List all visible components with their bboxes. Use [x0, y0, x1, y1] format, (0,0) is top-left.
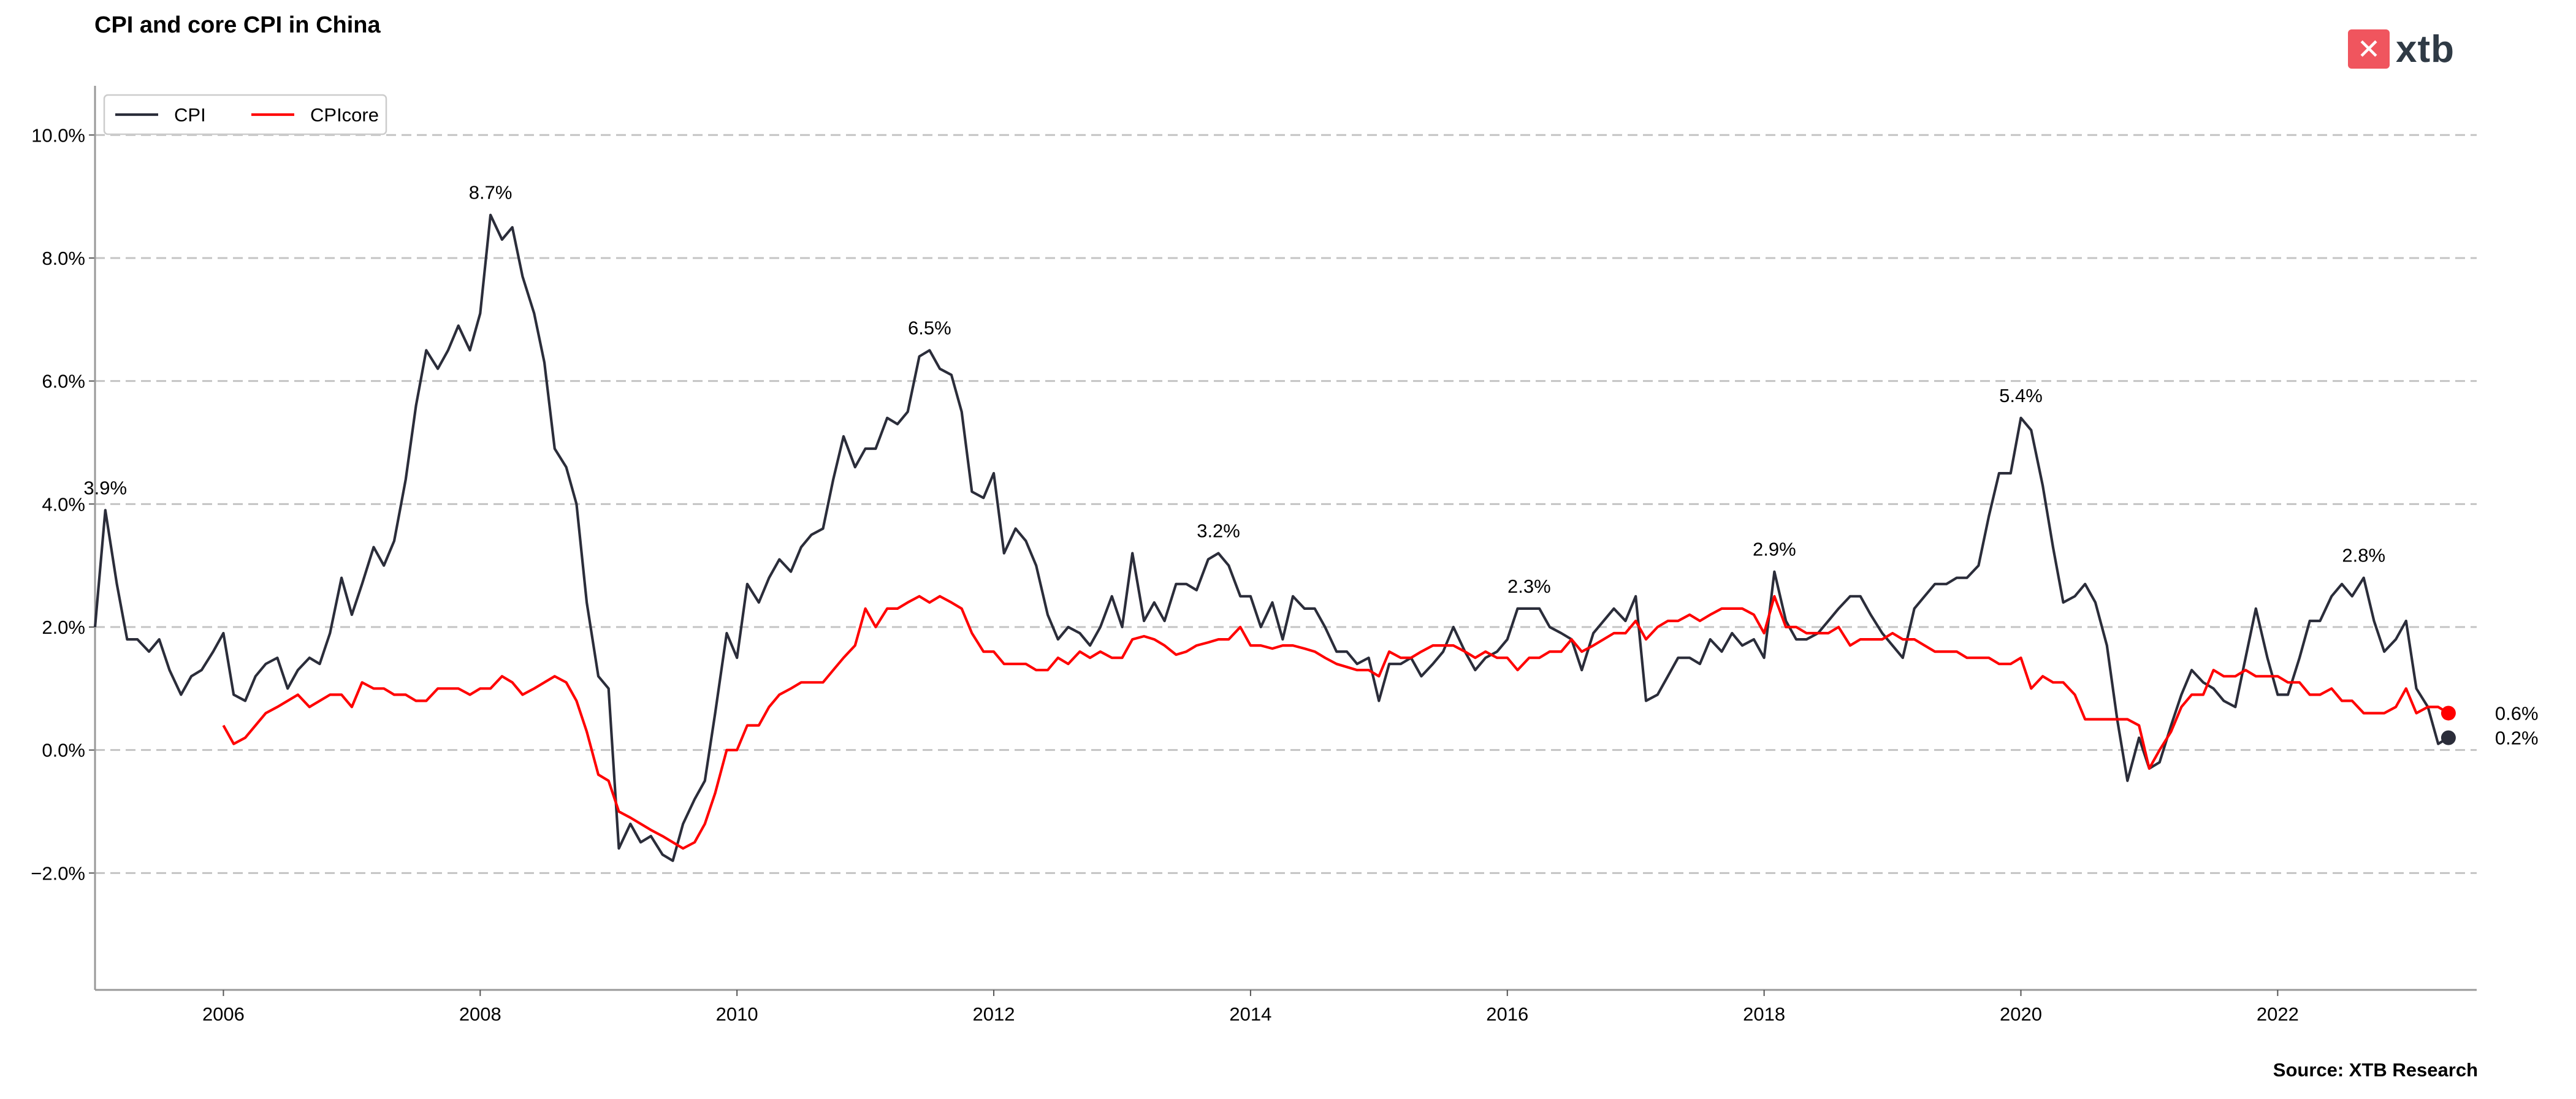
series-lines [93, 213, 2449, 862]
end-value-label: 0.2% [2495, 728, 2539, 749]
peak-annotation-label: 2.9% [1753, 539, 1796, 560]
grid-lines [95, 134, 2477, 874]
x-tick-label: 2016 [1486, 1003, 1528, 1025]
y-tick-label: 10.0% [31, 124, 85, 146]
xtb-logo-mark-icon: ✕ [2348, 29, 2390, 69]
x-tick-label: 2014 [1229, 1003, 1271, 1025]
end-marker-cpicore [2441, 705, 2456, 721]
source-note: Source: XTB Research [2273, 1059, 2478, 1081]
peak-annotation-label: 6.5% [908, 317, 951, 338]
x-tick-label: 2008 [459, 1003, 501, 1025]
x-tick-label: 2018 [1743, 1003, 1785, 1025]
legend: CPI CPIcore [103, 94, 387, 135]
peak-annotation-label: 3.2% [1197, 520, 1240, 542]
end-marker-cpi [2441, 730, 2456, 745]
y-tick-label: 0.0% [42, 740, 85, 761]
y-tick-label: 2.0% [42, 617, 85, 638]
peak-annotation-label: 8.7% [469, 182, 513, 203]
x-tick-label: 2020 [2000, 1003, 2042, 1025]
x-tick-label: 2006 [202, 1003, 245, 1025]
axes: −2.0% 0.0% 2.0% 4.0% 6.0% 8.0% 10.0% 2006 2008 20… [31, 86, 2477, 1025]
x-tick-label: 2010 [716, 1003, 758, 1025]
chart-title: CPI and core CPI in China [94, 12, 381, 38]
peak-annotation-label: 2.8% [2342, 545, 2385, 566]
legend-label-cpicore: CPIcore [310, 104, 379, 126]
xtb-logo: ✕ xtb [2348, 27, 2455, 71]
series-line-cpicore [222, 595, 2449, 850]
legend-label-cpi: CPI [174, 104, 206, 126]
series-line-cpi [93, 213, 2449, 862]
peak-annotations: 3.9% 8.7% 6.5% 3.2% 2.3% 2.9% 5.4% 2.8% 0.6% 0.2% [83, 182, 2538, 749]
end-value-label: 0.6% [2495, 702, 2539, 724]
x-tick-label: 2022 [2257, 1003, 2299, 1025]
y-tick-label: 6.0% [42, 371, 85, 392]
peak-annotation-label: 2.3% [1507, 576, 1551, 597]
y-tick-label: 4.0% [42, 493, 85, 515]
xtb-logo-text: xtb [2396, 28, 2455, 70]
peak-annotation-label: 5.4% [1999, 385, 2043, 406]
y-tick-label: −2.0% [31, 862, 85, 884]
peak-annotation-label: 3.9% [83, 477, 127, 498]
legend-box [103, 94, 387, 135]
y-tick-label: 8.0% [42, 248, 85, 269]
x-tick-label: 2012 [973, 1003, 1015, 1025]
